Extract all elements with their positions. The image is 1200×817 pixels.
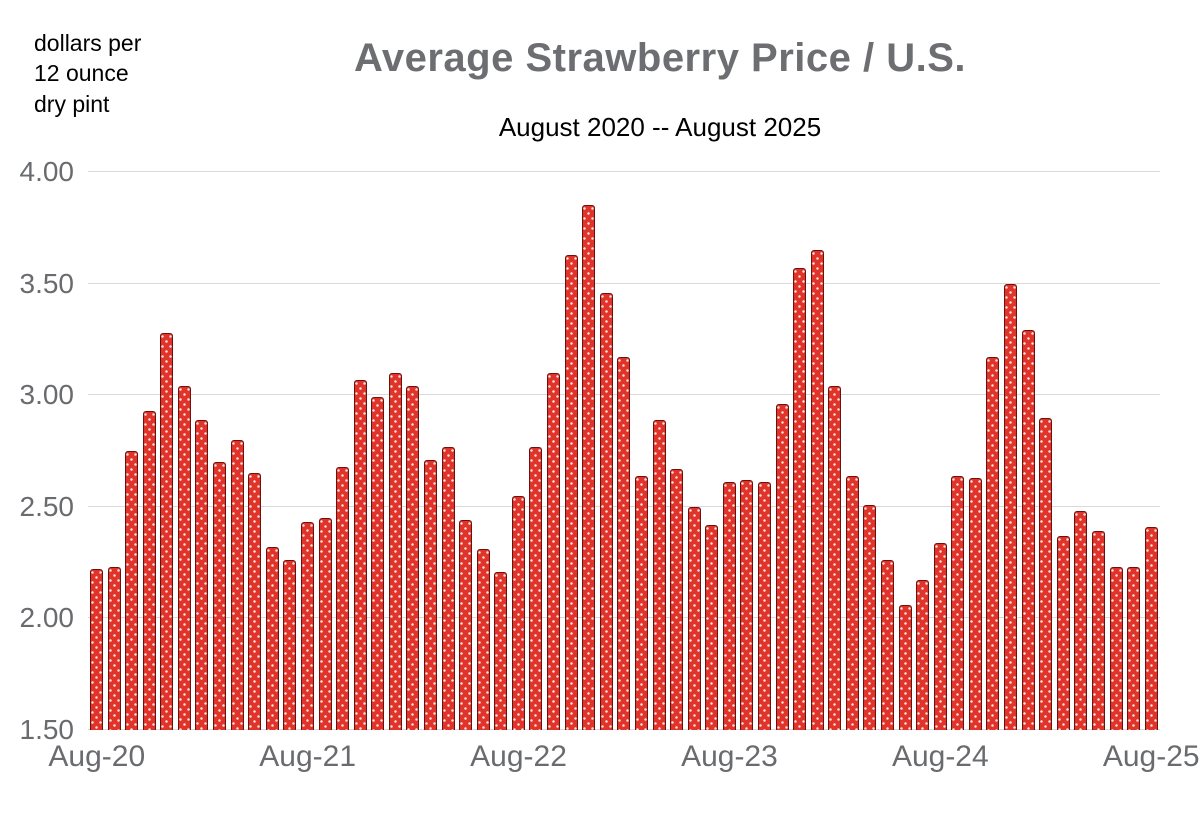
y-tick-label: 3.50 bbox=[19, 267, 75, 299]
bar bbox=[459, 520, 473, 730]
bar bbox=[757, 482, 771, 730]
bar bbox=[881, 560, 895, 730]
bar bbox=[863, 504, 877, 730]
bar bbox=[423, 459, 437, 730]
bar bbox=[125, 451, 139, 730]
bar bbox=[195, 419, 209, 730]
bar bbox=[160, 332, 174, 730]
x-tick-label: Aug-20 bbox=[48, 740, 146, 773]
plot-area: 1.50 2.00 2.50 3.00 3.50 4.00 bbox=[20, 156, 1160, 745]
bar bbox=[248, 473, 262, 730]
bar bbox=[1039, 417, 1053, 730]
y-axis-unit-line-2: 12 ounce bbox=[34, 60, 129, 87]
x-tick-label: Aug-22 bbox=[470, 740, 567, 773]
x-tick-label: Aug-24 bbox=[891, 740, 989, 773]
y-tick-label: 4.00 bbox=[19, 156, 75, 187]
y-axis-unit-line-3: dry pint bbox=[34, 90, 110, 117]
bar bbox=[213, 462, 227, 730]
x-tick-label: Aug-21 bbox=[259, 740, 357, 773]
bar bbox=[951, 475, 965, 730]
bar bbox=[406, 386, 420, 730]
bar bbox=[722, 482, 736, 730]
bar bbox=[968, 477, 982, 730]
bar bbox=[494, 571, 508, 730]
bar bbox=[828, 386, 842, 730]
bar bbox=[845, 475, 859, 730]
bar bbox=[1127, 567, 1141, 730]
bar bbox=[986, 357, 1000, 730]
bar bbox=[1056, 535, 1070, 730]
bar bbox=[529, 446, 543, 730]
bar bbox=[336, 466, 350, 730]
bar bbox=[1091, 531, 1105, 730]
x-axis: Aug-20 Aug-21 Aug-22 Aug-23 Aug-24 Aug-25 bbox=[48, 740, 1199, 784]
bar bbox=[300, 522, 314, 730]
bar bbox=[1144, 526, 1158, 730]
bar bbox=[564, 254, 578, 730]
bar bbox=[353, 379, 367, 730]
bar bbox=[476, 549, 490, 730]
bar bbox=[793, 267, 807, 730]
x-tick-label: Aug-25 bbox=[1102, 740, 1200, 773]
y-axis-unit-label: dollars per 12 ounce dry pint bbox=[34, 28, 141, 119]
bar bbox=[599, 292, 613, 730]
bar bbox=[1004, 283, 1018, 730]
gridline bbox=[88, 282, 1160, 284]
bar bbox=[1074, 511, 1088, 730]
bar bbox=[705, 524, 719, 730]
bar bbox=[670, 468, 684, 730]
bar bbox=[230, 439, 244, 730]
bar bbox=[177, 386, 191, 730]
bar bbox=[142, 410, 156, 730]
bar bbox=[617, 357, 631, 730]
bar bbox=[582, 205, 596, 730]
bar bbox=[1021, 330, 1035, 730]
bar bbox=[687, 506, 701, 730]
y-tick-label: 1.50 bbox=[19, 714, 75, 745]
bar bbox=[107, 567, 121, 730]
bar bbox=[652, 419, 666, 730]
bar bbox=[265, 546, 279, 730]
bar bbox=[547, 372, 561, 730]
bar bbox=[371, 397, 385, 730]
bar bbox=[511, 495, 525, 730]
y-tick-label: 2.00 bbox=[19, 602, 75, 634]
bar bbox=[933, 542, 947, 730]
y-tick-label: 3.00 bbox=[19, 379, 75, 411]
chart-title: Average Strawberry Price / U.S. bbox=[353, 36, 967, 80]
bar bbox=[90, 569, 103, 730]
bar bbox=[775, 404, 789, 730]
bars bbox=[88, 172, 1160, 730]
bar bbox=[441, 446, 455, 730]
y-tick-label: 2.50 bbox=[19, 490, 75, 522]
chart-subtitle: August 2020 -- August 2025 bbox=[498, 112, 822, 142]
bar bbox=[898, 605, 912, 730]
bar bbox=[283, 560, 297, 730]
bar bbox=[740, 480, 754, 730]
x-tick-label: Aug-23 bbox=[681, 740, 778, 773]
gridline bbox=[88, 171, 1160, 172]
y-axis-unit-line-1: dollars per bbox=[34, 30, 142, 56]
bar bbox=[1109, 567, 1123, 730]
bar bbox=[318, 517, 332, 730]
bar bbox=[388, 372, 402, 730]
bar bbox=[916, 580, 930, 730]
bar bbox=[810, 250, 824, 730]
bar bbox=[634, 475, 648, 730]
